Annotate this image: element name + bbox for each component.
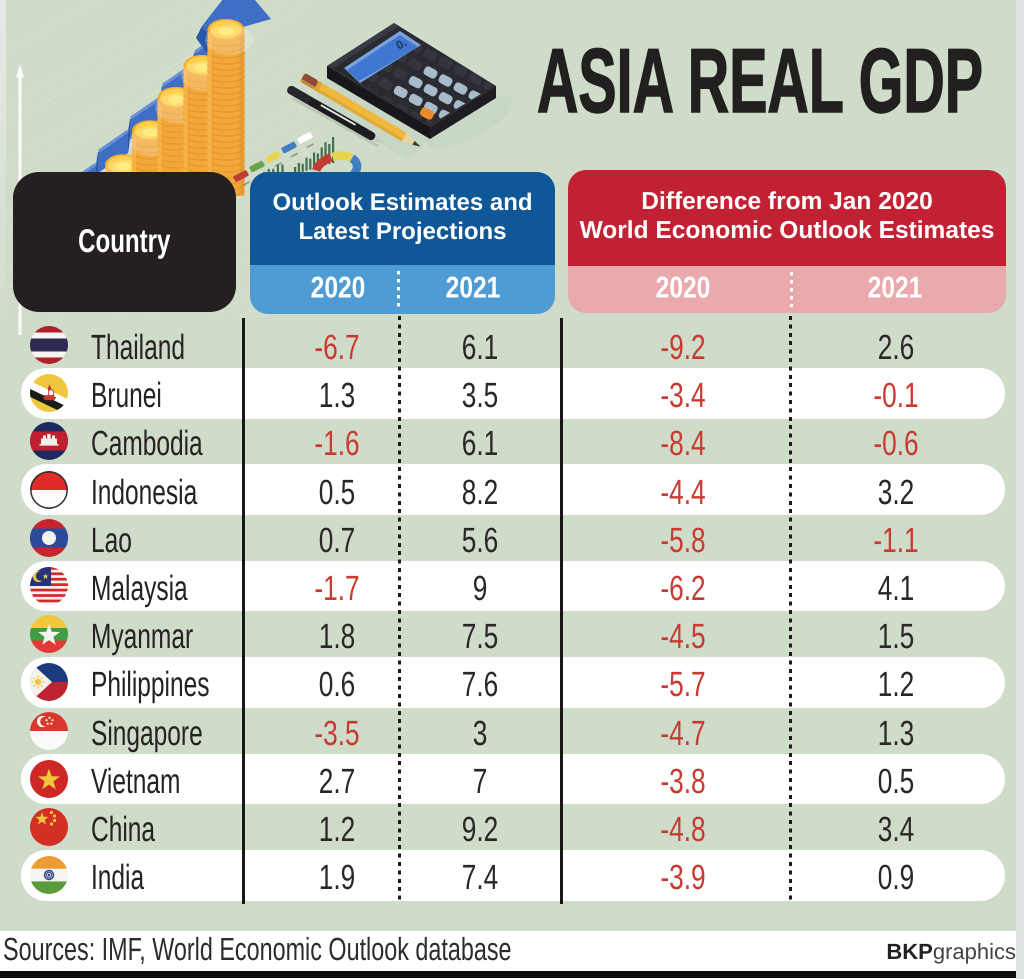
svg-text:ASIA REAL GDP: ASIA REAL GDP <box>537 31 983 128</box>
